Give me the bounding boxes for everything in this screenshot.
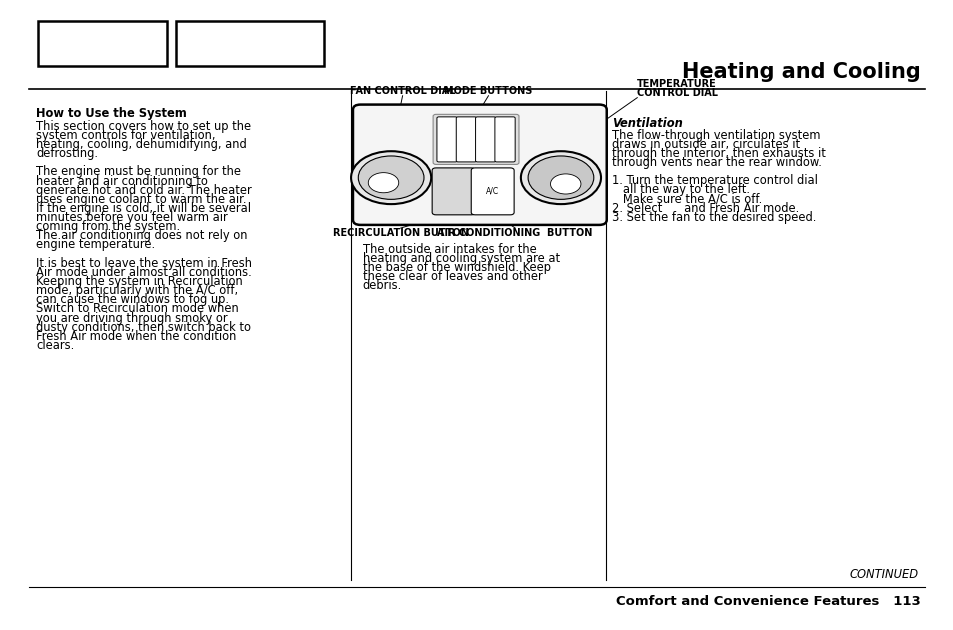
Text: coming from the system.: coming from the system.: [36, 220, 180, 233]
Text: Fresh Air mode when the condition: Fresh Air mode when the condition: [36, 329, 236, 343]
Circle shape: [550, 174, 580, 194]
Text: 2. Select      and Fresh Air mode.: 2. Select and Fresh Air mode.: [612, 202, 799, 215]
Text: 3. Set the fan to the desired speed.: 3. Set the fan to the desired speed.: [612, 210, 816, 224]
Text: This section covers how to set up the: This section covers how to set up the: [36, 120, 251, 133]
Text: A/C: A/C: [486, 187, 498, 196]
Text: 1. Turn the temperature control dial: 1. Turn the temperature control dial: [612, 174, 818, 187]
Text: through vents near the rear window.: through vents near the rear window.: [612, 156, 821, 169]
Text: generate hot and cold air. The heater: generate hot and cold air. The heater: [36, 184, 252, 197]
Text: draws in outside air, circulates it: draws in outside air, circulates it: [612, 137, 800, 151]
Text: dusty conditions, then switch back to: dusty conditions, then switch back to: [36, 321, 251, 334]
Text: MODE BUTTONS: MODE BUTTONS: [444, 86, 532, 96]
Text: Ventilation: Ventilation: [612, 117, 682, 130]
Text: heating, cooling, dehumidifying, and: heating, cooling, dehumidifying, and: [36, 138, 247, 151]
Text: The flow-through ventilation system: The flow-through ventilation system: [612, 129, 821, 142]
Text: Switch to Recirculation mode when: Switch to Recirculation mode when: [36, 302, 239, 316]
Circle shape: [520, 151, 600, 204]
Text: can cause the windows to fog up.: can cause the windows to fog up.: [36, 294, 229, 306]
FancyBboxPatch shape: [433, 115, 518, 164]
Text: Keeping the system in Recirculation: Keeping the system in Recirculation: [36, 275, 243, 288]
Text: heating and cooling system are at: heating and cooling system are at: [362, 251, 559, 265]
Circle shape: [351, 151, 431, 204]
Text: uses engine coolant to warm the air.: uses engine coolant to warm the air.: [36, 193, 247, 206]
Text: the base of the windshield. Keep: the base of the windshield. Keep: [362, 261, 550, 274]
Text: through the interior, then exhausts it: through the interior, then exhausts it: [612, 147, 825, 160]
FancyBboxPatch shape: [495, 117, 515, 162]
Text: debris.: debris.: [362, 279, 401, 292]
Text: Heating and Cooling: Heating and Cooling: [681, 62, 920, 82]
Text: The engine must be running for the: The engine must be running for the: [36, 165, 241, 178]
Text: Comfort and Convenience Features   113: Comfort and Convenience Features 113: [616, 595, 920, 609]
Text: all the way to the left.: all the way to the left.: [612, 183, 750, 197]
FancyBboxPatch shape: [432, 168, 475, 215]
Text: clears.: clears.: [36, 339, 74, 352]
Circle shape: [368, 173, 398, 193]
Text: If the engine is cold, it will be several: If the engine is cold, it will be severa…: [36, 202, 251, 215]
Text: Make sure the A/C is off.: Make sure the A/C is off.: [612, 193, 761, 205]
Bar: [176, 21, 324, 66]
Circle shape: [528, 156, 593, 199]
FancyBboxPatch shape: [436, 117, 456, 162]
Text: mode, particularly with the A/C off,: mode, particularly with the A/C off,: [36, 284, 238, 297]
FancyBboxPatch shape: [471, 168, 514, 215]
Text: system controls for ventilation,: system controls for ventilation,: [36, 129, 215, 142]
Text: engine temperature.: engine temperature.: [36, 238, 155, 251]
Text: TEMPERATURE: TEMPERATURE: [637, 79, 717, 89]
Text: these clear of leaves and other: these clear of leaves and other: [362, 270, 541, 283]
Circle shape: [358, 156, 423, 199]
Text: The air conditioning does not rely on: The air conditioning does not rely on: [36, 229, 248, 243]
Text: CONTINUED: CONTINUED: [849, 568, 918, 581]
Text: minutes before you feel warm air: minutes before you feel warm air: [36, 211, 228, 224]
Text: defrosting.: defrosting.: [36, 147, 98, 160]
FancyBboxPatch shape: [353, 105, 606, 225]
Text: How to Use the System: How to Use the System: [36, 107, 187, 120]
Text: Air mode under almost all conditions.: Air mode under almost all conditions.: [36, 266, 252, 279]
Text: It is best to leave the system in Fresh: It is best to leave the system in Fresh: [36, 257, 252, 270]
Bar: [38, 21, 167, 66]
Text: The outside air intakes for the: The outside air intakes for the: [362, 243, 536, 256]
Text: you are driving through smoky or: you are driving through smoky or: [36, 311, 228, 324]
FancyBboxPatch shape: [475, 117, 496, 162]
Text: CONTROL DIAL: CONTROL DIAL: [637, 88, 718, 98]
Text: RECIRCULATION BUTTON: RECIRCULATION BUTTON: [333, 228, 468, 238]
Text: heater and air conditioning to: heater and air conditioning to: [36, 175, 208, 188]
Text: AIR CONDITIONING  BUTTON: AIR CONDITIONING BUTTON: [437, 228, 592, 238]
Text: FAN CONTROL DIAL: FAN CONTROL DIAL: [350, 86, 455, 96]
FancyBboxPatch shape: [456, 117, 476, 162]
